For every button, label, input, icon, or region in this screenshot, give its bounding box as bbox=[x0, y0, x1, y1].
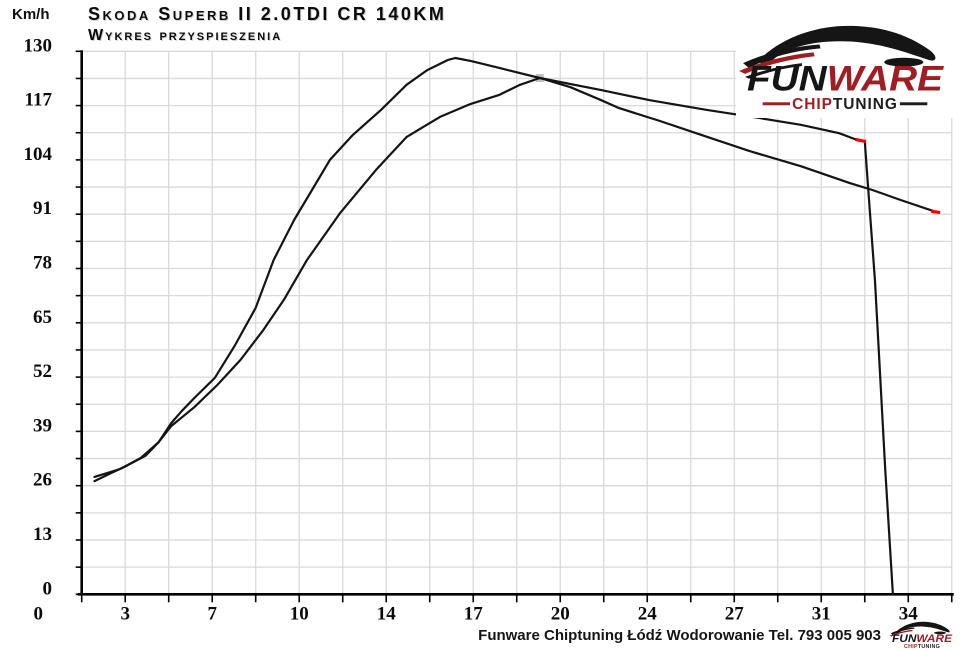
chart-subtitle: Wykres przyspieszenia bbox=[88, 27, 283, 44]
x-tick-label: 0 bbox=[33, 603, 43, 624]
y-tick-label: 104 bbox=[24, 144, 53, 165]
logo-brand-fun: FUN bbox=[747, 60, 828, 99]
logo-brand-ware: WARE bbox=[916, 633, 952, 645]
x-tick-label: 34 bbox=[899, 603, 919, 624]
end-marker-run_1 bbox=[854, 137, 867, 144]
y-tick-label: 91 bbox=[33, 198, 52, 219]
y-tick-label: 78 bbox=[33, 252, 52, 273]
x-tick-label: 3 bbox=[120, 603, 130, 624]
x-tick-label: 17 bbox=[464, 603, 484, 624]
title-block: Skoda Superb II 2.0TDI CR 140KM Wykres p… bbox=[88, 3, 446, 47]
car-silhouette-icon bbox=[889, 621, 950, 637]
chart-title: Skoda Superb II 2.0TDI CR 140KM bbox=[88, 4, 447, 24]
logo-tagline-text: CHIPTUNING bbox=[792, 96, 898, 113]
logo-tagline-chip: CHIP bbox=[792, 96, 833, 113]
end-marker-run_2 bbox=[931, 209, 941, 215]
footer-attribution: Funware Chiptuning Łódź Wodorowanie Tel.… bbox=[478, 626, 881, 644]
logo-brand-text: FUNWARE bbox=[892, 633, 952, 645]
x-tick-label: 14 bbox=[377, 603, 397, 624]
y-tick-label: 13 bbox=[33, 524, 52, 545]
x-tick-label: 10 bbox=[290, 603, 309, 624]
logo-tagline-tuning: TUNING bbox=[833, 96, 898, 113]
speed-curve-run_2 bbox=[93, 76, 938, 478]
logo-left-dash bbox=[762, 102, 791, 106]
x-tick-label: 27 bbox=[725, 603, 745, 624]
y-tick-label: 52 bbox=[33, 361, 52, 382]
funware-logo: FUN WARE CHIPTUNING bbox=[736, 20, 954, 118]
x-tick-label: 20 bbox=[551, 603, 570, 624]
footer: Funware Chiptuning Łódź Wodorowanie Tel.… bbox=[0, 620, 958, 650]
y-tick-label: 65 bbox=[33, 307, 52, 328]
funware-logo-graphic: FUN WARE CHIPTUNING bbox=[739, 25, 945, 113]
y-tick-label: 39 bbox=[33, 415, 52, 436]
funware-logo-small: FUNWARE CHIPTUNING bbox=[889, 621, 952, 650]
axes bbox=[75, 50, 954, 603]
car-silhouette-icon bbox=[739, 25, 936, 79]
logo-tagline-text: CHIPTUNING bbox=[904, 644, 940, 650]
logo-brand-fun: FUN bbox=[892, 633, 917, 645]
y-tick-label: 130 bbox=[24, 35, 53, 56]
y-tick-label: 117 bbox=[25, 90, 53, 111]
x-tick-label: 24 bbox=[638, 603, 658, 624]
y-tick-label: 0 bbox=[43, 578, 53, 599]
x-tick-label: 31 bbox=[812, 603, 831, 624]
logo-tagline-chip: CHIP bbox=[904, 644, 918, 650]
x-tick-label: 7 bbox=[207, 603, 217, 624]
gridlines bbox=[81, 50, 953, 595]
y-tick-label: 26 bbox=[33, 470, 52, 491]
logo-tagline-tuning: TUNING bbox=[918, 644, 940, 650]
speed-curve-run_1 bbox=[93, 56, 894, 596]
y-axis-unit-label: Km/h bbox=[12, 6, 50, 23]
logo-right-dash bbox=[899, 102, 928, 106]
logo-brand-ware: WARE bbox=[827, 60, 945, 99]
